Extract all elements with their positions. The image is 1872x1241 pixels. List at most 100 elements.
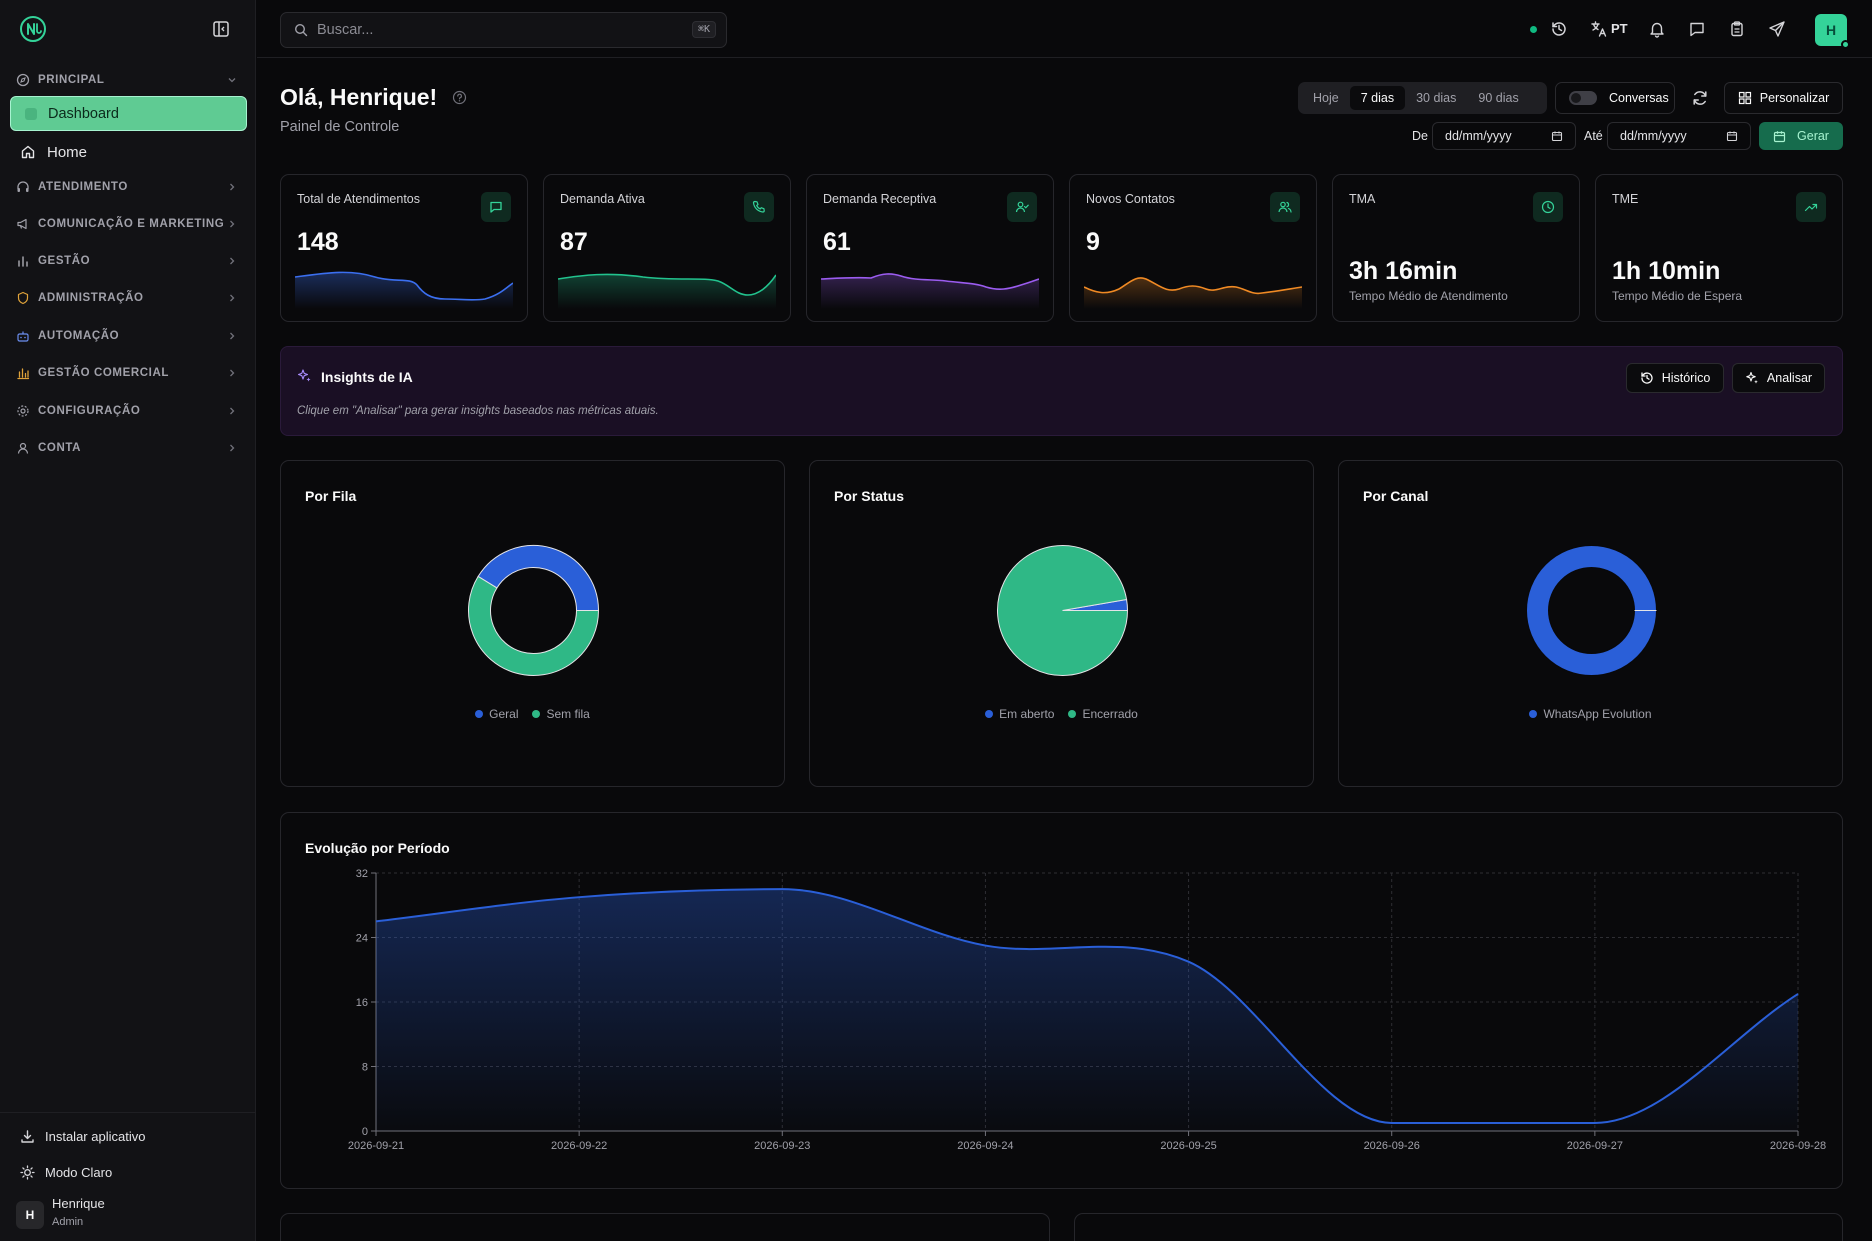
sidebar-item-home[interactable]: Home [10, 136, 247, 168]
analyze-label: Analisar [1766, 371, 1813, 385]
chart-column-icon [17, 368, 30, 380]
sidebar-section-configuracao[interactable]: CONFIGURAÇÃO [16, 401, 237, 421]
install-app-button[interactable]: Instalar aplicativo [20, 1126, 145, 1146]
chat-icon[interactable] [1688, 20, 1706, 38]
sidebar-section-label: ADMINISTRAÇÃO [38, 292, 144, 304]
avatar-initial: H [1825, 22, 1837, 38]
series-line[interactable] [375, 888, 1799, 1124]
kpi-subtitle: Tempo Médio de Atendimento [1349, 289, 1508, 303]
language-selector[interactable]: PT [1611, 21, 1628, 36]
kpi-label: Demanda Ativa [560, 192, 645, 206]
sidebar-section-label: GESTÃO COMERCIAL [38, 367, 169, 379]
legend-label: WhatsApp Evolution [1543, 707, 1652, 721]
kpi-card-total: Total de Atendimentos 148 [280, 174, 528, 322]
kpi-icon-box [1533, 192, 1563, 222]
sidebar-item-dashboard[interactable]: Dashboard [10, 96, 247, 131]
search-box[interactable]: ⌘K [280, 12, 727, 48]
pie-slice-geral[interactable] [477, 545, 600, 611]
sidebar-section-principal[interactable]: PRINCIPAL [16, 70, 237, 90]
bot-icon [17, 331, 29, 342]
legend-item[interactable]: WhatsApp Evolution [1529, 707, 1652, 721]
calendar-icon [1726, 131, 1738, 142]
sidebar-section-atendimento[interactable]: ATENDIMENTO [16, 177, 237, 197]
history-icon[interactable] [1550, 20, 1568, 38]
sidebar-section-gestao-comercial[interactable]: GESTÃO COMERCIAL [16, 363, 237, 383]
from-label: De [1412, 129, 1428, 143]
chevron-right-icon [230, 257, 235, 265]
user-avatar[interactable]: H [16, 1201, 44, 1229]
search-icon [294, 23, 308, 37]
donut-chart-por-canal [1525, 545, 1657, 676]
tab-hoje[interactable]: Hoje [1313, 91, 1339, 105]
legend-label: Sem fila [546, 707, 590, 721]
pie-slice-sem-fila[interactable] [468, 575, 600, 676]
kpi-value: 3h 16min [1349, 257, 1458, 285]
pie-chart-por-status [997, 545, 1129, 676]
sidebar-section-label: CONTA [38, 442, 82, 454]
page-title: Olá, Henrique! [280, 84, 438, 110]
kpi-value: 1h 10min [1612, 257, 1721, 285]
theme-toggle-label: Modo Claro [45, 1164, 113, 1180]
sidebar-footer [0, 1112, 256, 1241]
shield-icon [17, 291, 29, 305]
megaphone-icon [17, 218, 27, 230]
chart-title: Evolução por Período [305, 840, 450, 856]
toggle-switch[interactable] [1569, 91, 1597, 105]
conversations-toggle[interactable]: Conversas [1555, 82, 1675, 114]
area-chart-evolucao: 0 8 16 24 32 2026-09-21 2026-09-22 2026-09-23 20… [348, 868, 1826, 1152]
x-tick-label: 2026-09-26 [1364, 1140, 1420, 1152]
legend-item[interactable]: Sem fila [532, 707, 590, 721]
generate-button[interactable]: Gerar [1759, 122, 1843, 150]
pie-slice-encerrado[interactable] [997, 545, 1129, 676]
tab-90-dias[interactable]: 90 dias [1478, 91, 1519, 105]
user-avatar-top[interactable]: H [1815, 14, 1850, 49]
y-tick-label: 16 [356, 997, 368, 1009]
kpi-value: 148 [297, 228, 339, 256]
kpi-icon-box [1796, 192, 1826, 222]
sidebar-section-administracao[interactable]: ADMINISTRAÇÃO [16, 288, 237, 308]
sparkline [821, 273, 1039, 309]
history-button[interactable]: Histórico [1626, 363, 1724, 393]
sidebar-section-comunicacao[interactable]: COMUNICAÇÃO E MARKETING [16, 214, 237, 234]
refresh-icon[interactable] [1691, 89, 1709, 107]
kpi-label: Demanda Receptiva [823, 192, 937, 206]
sidebar: PRINCIPAL Dashboard Home ATENDIMENTO COM… [0, 0, 256, 1241]
legend-dot [1068, 710, 1077, 718]
kpi-value: 87 [560, 228, 588, 256]
analyze-button[interactable]: Analisar [1732, 363, 1825, 393]
online-status-dot [1530, 26, 1537, 33]
to-date-input[interactable]: dd/mm/yyyy [1607, 122, 1751, 150]
theme-toggle-button[interactable]: Modo Claro [20, 1162, 112, 1182]
sidebar-section-conta[interactable]: CONTA [16, 438, 237, 458]
search-input[interactable] [317, 22, 677, 38]
translate-icon[interactable] [1590, 20, 1608, 38]
sparkline [295, 271, 513, 309]
help-circle-icon[interactable] [452, 90, 467, 105]
legend-item[interactable]: Geral [475, 707, 518, 721]
dashboard-icon [25, 108, 37, 120]
sidebar-toggle-icon[interactable] [212, 20, 230, 38]
legend-dot [475, 710, 484, 718]
tab-7-dias[interactable]: 7 dias [1349, 86, 1406, 110]
sidebar-section-automacao[interactable]: AUTOMAÇÃO [16, 326, 237, 346]
send-icon[interactable] [1768, 20, 1786, 38]
customize-button[interactable]: Personalizar [1724, 82, 1843, 114]
legend-item[interactable]: Em aberto [985, 707, 1054, 721]
chevron-right-icon [230, 407, 235, 415]
sidebar-section-label: CONFIGURAÇÃO [38, 405, 141, 417]
layout-grid-icon [1738, 91, 1751, 105]
kpi-icon-box [481, 192, 511, 222]
bell-icon[interactable] [1648, 20, 1666, 38]
x-tick-label: 2026-09-23 [754, 1140, 810, 1152]
from-date-input[interactable]: dd/mm/yyyy [1432, 122, 1576, 150]
sidebar-item-label: Home [47, 143, 88, 161]
sidebar-section-label: ATENDIMENTO [38, 181, 128, 193]
legend-item[interactable]: Encerrado [1068, 707, 1138, 721]
clipboard-icon[interactable] [1728, 20, 1746, 38]
sidebar-section-gestao[interactable]: GESTÃO [16, 251, 237, 271]
date-range-tabs: Hoje 7 dias 30 dias 90 dias [1298, 82, 1547, 114]
chart-title: Por Fila [305, 488, 357, 504]
user-check-icon [1015, 201, 1029, 213]
pie-slice-whatsapp-evolution[interactable] [1525, 545, 1657, 676]
tab-30-dias[interactable]: 30 dias [1416, 91, 1457, 105]
